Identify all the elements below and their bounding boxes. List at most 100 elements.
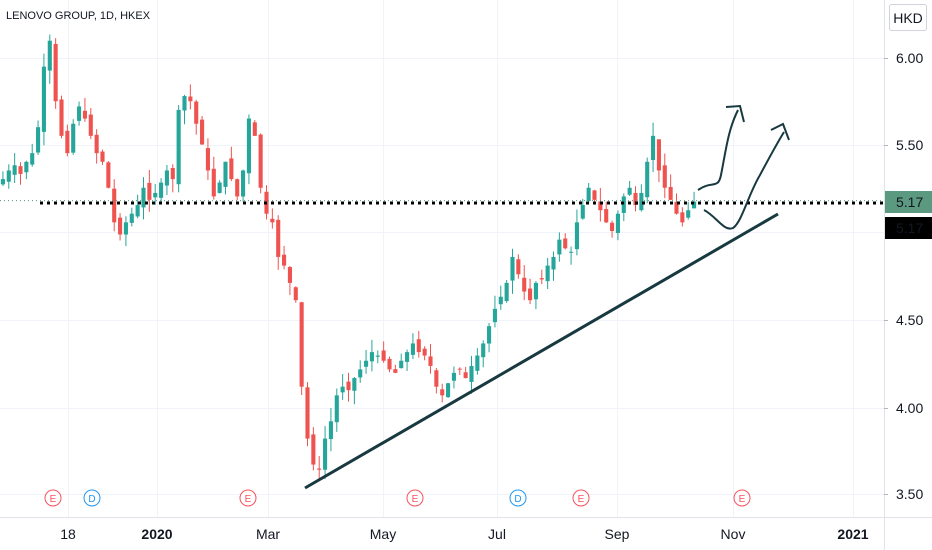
candle-body[interactable] [211, 168, 216, 197]
candle-body[interactable] [475, 355, 480, 371]
candle-body[interactable] [469, 365, 474, 382]
candle-body[interactable] [393, 369, 398, 373]
candle-body[interactable] [662, 165, 667, 188]
candle-body[interactable] [153, 192, 158, 198]
candle-body[interactable] [100, 151, 105, 162]
candle-body[interactable] [118, 217, 123, 235]
candle-body[interactable] [416, 339, 421, 353]
candle-body[interactable] [481, 343, 486, 358]
time-axis[interactable]: 18 2020 Mar May Jul Sep Nov 2021 [60, 526, 869, 542]
candle-body[interactable] [621, 196, 626, 213]
candle-body[interactable] [487, 326, 492, 344]
candle-body[interactable] [686, 210, 691, 218]
candle-body[interactable] [381, 350, 386, 361]
candle-body[interactable] [94, 134, 99, 154]
candle-body[interactable] [592, 190, 597, 200]
candle-body[interactable] [405, 352, 410, 362]
candle-body[interactable] [533, 282, 538, 300]
candle-body[interactable] [235, 179, 240, 197]
candle-body[interactable] [258, 134, 263, 188]
candle-body[interactable] [141, 187, 146, 208]
candle-body[interactable] [651, 135, 656, 161]
candle-body[interactable] [59, 99, 64, 136]
candle-body[interactable] [305, 387, 310, 439]
candle-body[interactable] [106, 162, 111, 188]
candle-body[interactable] [164, 170, 169, 186]
candle-body[interactable] [610, 222, 615, 231]
candle-body[interactable] [457, 368, 462, 370]
candle-body[interactable] [539, 278, 544, 280]
candle-body[interactable] [217, 182, 222, 193]
candle-body[interactable] [516, 259, 521, 275]
candle-body[interactable] [334, 395, 339, 423]
candle-body[interactable] [563, 238, 568, 249]
candle-body[interactable] [428, 356, 433, 366]
candle-body[interactable] [598, 201, 603, 211]
candle-body[interactable] [317, 468, 322, 470]
candle-body[interactable] [492, 308, 497, 323]
candle-body[interactable] [205, 148, 210, 171]
candle-body[interactable] [463, 372, 468, 379]
candle-body[interactable] [6, 170, 11, 182]
candle-body[interactable] [674, 201, 679, 214]
candle-body[interactable] [545, 265, 550, 282]
candle-body[interactable] [82, 110, 87, 119]
candle-body[interactable] [293, 287, 298, 301]
candle-body[interactable] [170, 167, 175, 180]
price-axis[interactable]: 6.00 5.50 4.50 4.00 3.50 5.17 5.17 [884, 50, 932, 502]
candle-body[interactable] [551, 256, 556, 270]
event-marker-e[interactable] [572, 489, 590, 507]
candle-body[interactable] [346, 381, 351, 391]
candle-body[interactable] [639, 192, 644, 211]
candle-body[interactable] [18, 166, 23, 174]
event-marker-d[interactable] [83, 489, 101, 507]
candle-body[interactable] [147, 182, 152, 200]
candle-body[interactable] [246, 118, 251, 174]
candle-body[interactable] [574, 222, 579, 250]
candle-body[interactable] [88, 114, 93, 136]
event-marker-d[interactable] [509, 489, 527, 507]
candle-body[interactable] [41, 66, 46, 132]
candle-body[interactable] [282, 254, 287, 266]
candle-body[interactable] [311, 434, 316, 465]
candle-body[interactable] [182, 96, 187, 111]
candle-body[interactable] [358, 369, 363, 378]
candle-body[interactable] [200, 119, 205, 145]
candle-body[interactable] [340, 386, 345, 393]
candle-body[interactable] [24, 161, 29, 173]
candle-body[interactable] [375, 355, 380, 357]
candle-body[interactable] [410, 343, 415, 355]
candle-body[interactable] [30, 153, 35, 165]
candle-body[interactable] [510, 256, 515, 281]
candle-body[interactable] [287, 267, 292, 283]
candle-body[interactable] [680, 212, 685, 223]
candle-body[interactable] [112, 188, 117, 223]
candle-body[interactable] [586, 187, 591, 202]
event-marker-e[interactable] [44, 489, 62, 507]
candle-body[interactable] [53, 43, 58, 102]
candle-body[interactable] [633, 192, 638, 206]
candle-body[interactable] [399, 360, 404, 369]
candle-body[interactable] [369, 352, 374, 362]
candle-body[interactable] [580, 205, 585, 219]
candle-body[interactable] [176, 109, 181, 185]
candle-body[interactable] [604, 209, 609, 223]
candle-body[interactable] [615, 213, 620, 233]
candle-body[interactable] [299, 302, 304, 387]
candle-body[interactable] [323, 438, 328, 470]
candle-body[interactable] [656, 139, 661, 171]
candle-body[interactable] [129, 213, 134, 223]
candle-body[interactable] [692, 201, 697, 209]
candle-body[interactable] [194, 101, 199, 124]
candle-body[interactable] [557, 239, 562, 255]
candle-body[interactable] [0, 179, 5, 185]
candle-body[interactable] [223, 161, 228, 187]
candle-body[interactable] [569, 251, 574, 253]
candle-body[interactable] [71, 123, 76, 153]
candle-body[interactable] [364, 360, 369, 367]
candle-body[interactable] [241, 170, 246, 197]
candle-body[interactable] [668, 187, 673, 200]
candle-body[interactable] [12, 165, 17, 175]
candle-body[interactable] [65, 130, 70, 154]
